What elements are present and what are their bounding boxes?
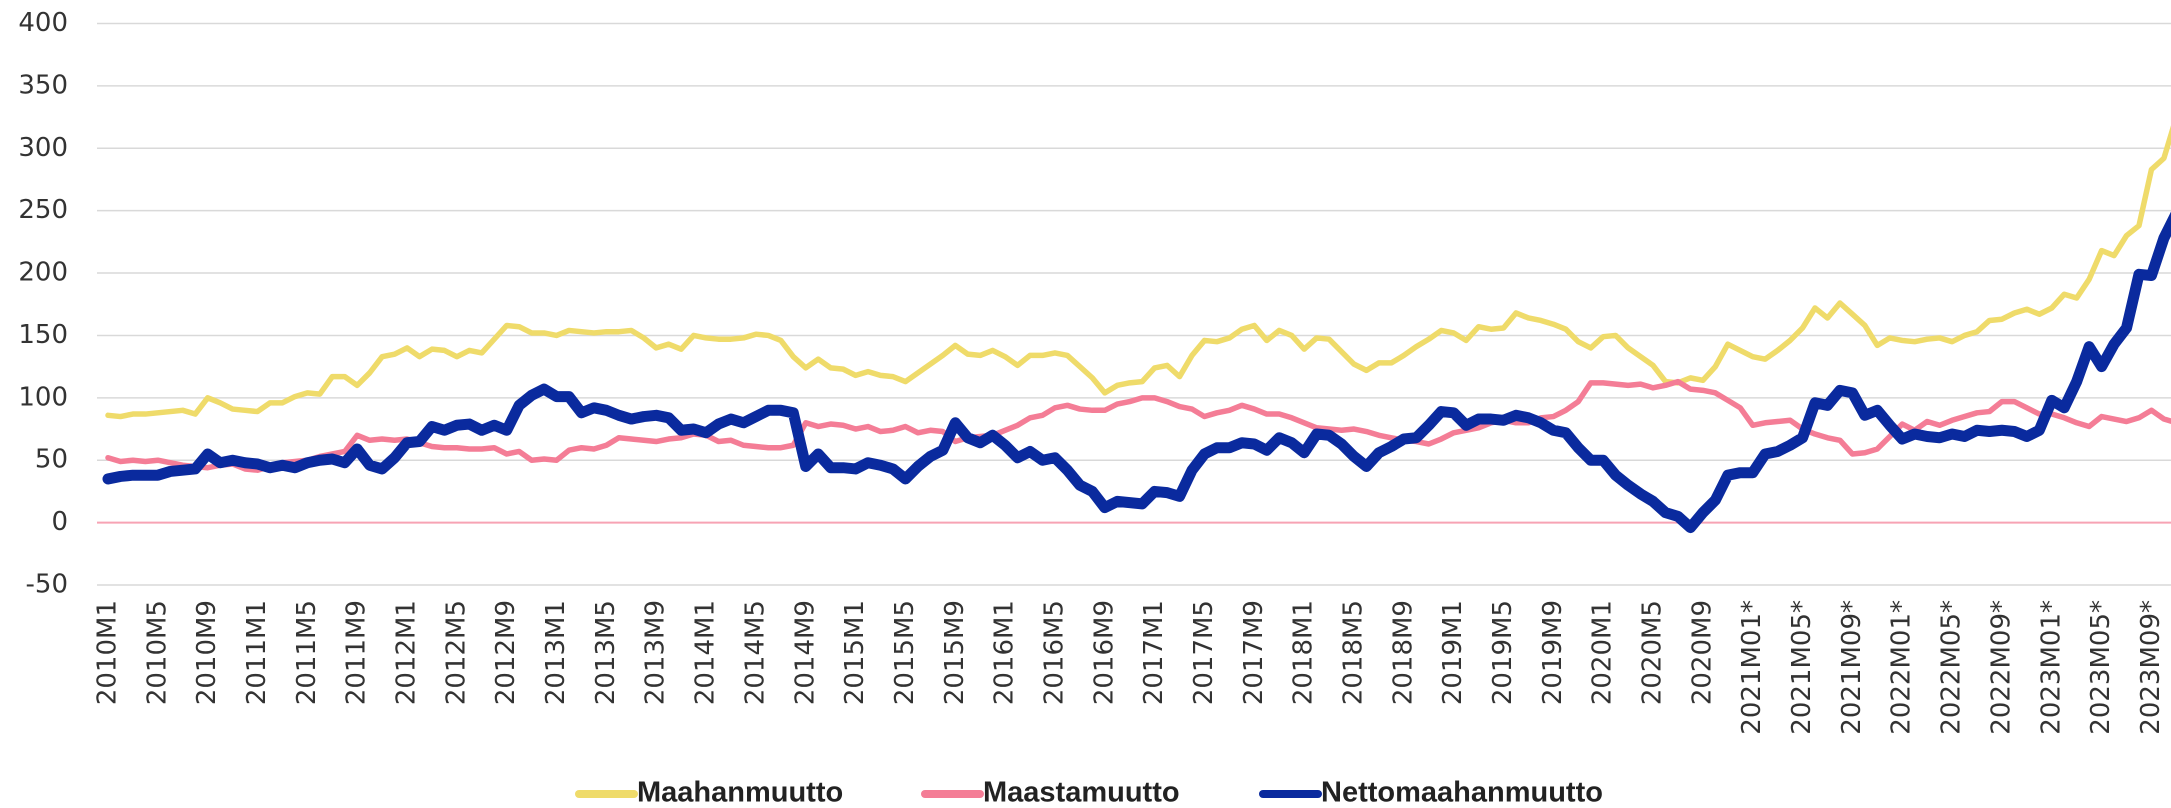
x-tick-label: 2018M1 [1289,600,1319,705]
x-tick-label: 2022M09* [1986,600,2016,735]
x-tick-label: 2019M5 [1488,600,1518,705]
x-tick-label: 2012M5 [441,600,471,705]
x-tick-label: 2012M9 [491,600,521,705]
y-tick-label: 50 [35,445,68,475]
x-tick-label: 2010M9 [192,600,222,705]
y-tick-label: 0 [51,507,68,537]
y-tick-label: 350 [18,70,68,100]
x-tick-label: 2013M1 [541,600,571,705]
series-line [102,211,2171,534]
x-tick-label: 2010M1 [93,600,123,705]
y-tick-label: 250 [18,195,68,225]
y-tick-label: 150 [18,320,68,350]
x-tick-label: 2015M5 [890,600,920,705]
x-tick-label: 2011M5 [292,600,322,705]
x-tick-label: 2020M5 [1638,600,1668,705]
x-tick-label: 2018M5 [1339,600,1369,705]
x-tick-label: 2020M9 [1687,600,1717,705]
legend-label: Maahanmuutto [637,777,843,808]
x-tick-label: 2015M9 [940,600,970,705]
legend-item: Nettomaahanmuutto [1259,777,1603,808]
x-tick-label: 2011M9 [342,600,372,705]
legend-label: Maastamuutto [983,777,1180,808]
x-tick-label: 2019M9 [1538,600,1568,705]
x-tick-label: 2017M5 [1189,600,1219,705]
x-tick-label: 2011M1 [242,600,272,705]
x-tick-label: 2018M9 [1388,600,1418,705]
x-tick-label: 2021M09* [1837,600,1867,735]
x-tick-label: 2022M01* [1887,600,1917,735]
x-tick-label: 2012M1 [392,600,422,705]
y-tick-label: 100 [18,382,68,412]
series-line [105,378,2171,473]
x-tick-label: 2015M1 [840,600,870,705]
x-tick-label: 2014M9 [790,600,820,705]
y-tick-label: 400 [18,8,68,38]
x-tick-label: 2014M1 [691,600,721,705]
legend-item: Maahanmuutto [575,777,843,808]
legend-item: Maastamuutto [921,777,1180,808]
x-tick-label: 2023M01* [2036,600,2066,735]
series-line [105,125,2171,420]
x-tick-label: 2022M05* [1937,600,1967,735]
y-tick-label: 300 [18,133,68,163]
y-tick-label: -50 [26,570,68,600]
x-tick-label: 2016M5 [1039,600,1069,705]
x-tick-label: 2023M09* [2136,600,2166,735]
legend-label: Nettomaahanmuutto [1321,777,1603,808]
x-tick-label: 2021M01* [1737,600,1767,735]
x-tick-label: 2017M1 [1139,600,1169,705]
x-tick-label: 2023M05* [2086,600,2116,735]
x-tick-label: 2010M5 [142,600,172,705]
x-tick-label: 2019M1 [1438,600,1468,705]
y-tick-label: 200 [18,258,68,288]
x-tick-label: 2017M9 [1239,600,1269,705]
x-tick-label: 2014M5 [740,600,770,705]
x-tick-label: 2016M9 [1089,600,1119,705]
x-tick-label: 2016M1 [990,600,1020,705]
x-tick-label: 2020M1 [1588,600,1618,705]
x-tick-label: 2013M5 [591,600,621,705]
x-tick-label: 2021M05* [1787,600,1817,735]
x-tick-label: 2013M9 [641,600,671,705]
